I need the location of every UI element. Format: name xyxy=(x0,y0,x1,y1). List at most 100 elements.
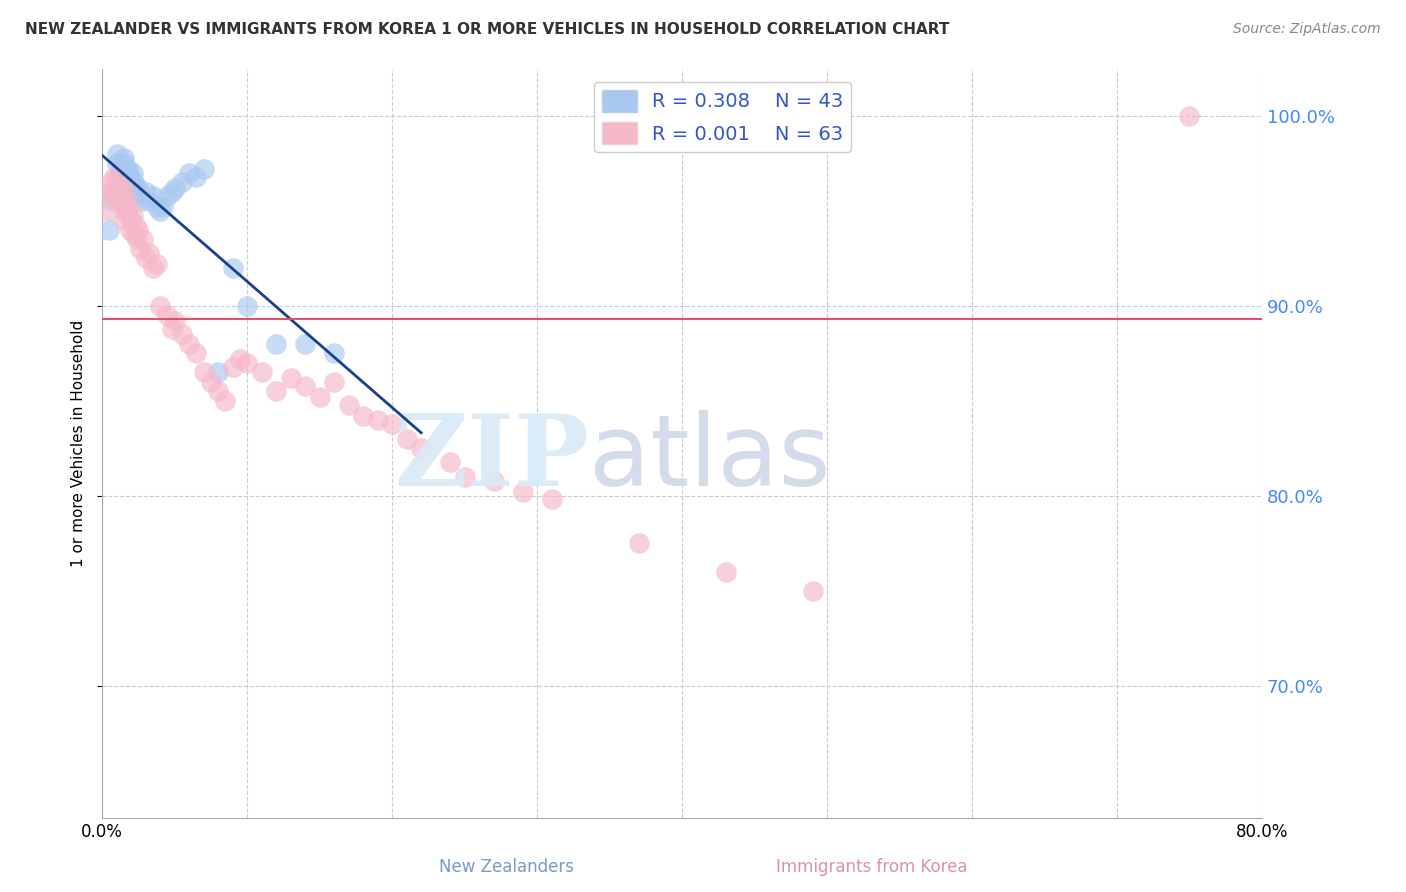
Point xyxy=(221,359,243,374)
Point xyxy=(453,469,475,483)
Point xyxy=(221,260,243,275)
Point xyxy=(146,200,169,214)
Point xyxy=(801,583,824,598)
Text: New Zealanders: New Zealanders xyxy=(439,858,574,876)
Point xyxy=(127,188,149,202)
Point xyxy=(129,242,152,256)
Point xyxy=(149,203,172,218)
Point xyxy=(105,156,128,170)
Point xyxy=(121,208,143,222)
Point xyxy=(367,413,389,427)
Point xyxy=(101,185,124,199)
Point xyxy=(112,151,135,165)
Point xyxy=(112,156,135,170)
Point xyxy=(135,252,157,266)
Point xyxy=(112,213,135,227)
Point xyxy=(127,223,149,237)
Point xyxy=(142,260,165,275)
Point xyxy=(146,257,169,271)
Point xyxy=(337,398,360,412)
Y-axis label: 1 or more Vehicles in Household: 1 or more Vehicles in Household xyxy=(72,320,86,567)
Point xyxy=(264,336,287,351)
Text: atlas: atlas xyxy=(589,410,831,507)
Point xyxy=(186,169,208,184)
Point xyxy=(439,454,461,468)
Point xyxy=(98,203,121,218)
Point xyxy=(111,162,134,177)
Point xyxy=(125,232,148,246)
Point xyxy=(105,188,128,202)
Point xyxy=(264,384,287,399)
Point xyxy=(163,181,186,195)
Point xyxy=(115,169,138,184)
Point xyxy=(207,365,229,379)
Point xyxy=(111,181,134,195)
Point xyxy=(100,176,122,190)
Text: Immigrants from Korea: Immigrants from Korea xyxy=(776,858,967,876)
Point xyxy=(193,365,215,379)
Point xyxy=(482,474,505,488)
Point xyxy=(132,232,155,246)
Point xyxy=(250,365,273,379)
Point xyxy=(236,299,259,313)
Point xyxy=(96,185,118,199)
Point xyxy=(114,203,136,218)
Point xyxy=(411,442,433,456)
Point xyxy=(117,208,139,222)
Point xyxy=(117,166,139,180)
Point xyxy=(179,336,201,351)
Point xyxy=(170,176,193,190)
Point xyxy=(124,219,146,233)
Point xyxy=(163,314,186,328)
Text: ZIP: ZIP xyxy=(395,410,589,507)
Point xyxy=(323,375,346,389)
Point xyxy=(214,393,236,408)
Point xyxy=(110,169,132,184)
Point xyxy=(152,200,174,214)
Point xyxy=(122,227,145,241)
Point xyxy=(118,169,141,184)
Point xyxy=(160,185,183,199)
Point xyxy=(103,185,125,199)
Point xyxy=(323,346,346,360)
Point xyxy=(118,223,141,237)
Point xyxy=(117,200,139,214)
Point xyxy=(105,147,128,161)
Point xyxy=(135,185,157,199)
Point xyxy=(138,194,160,209)
Point xyxy=(105,176,128,190)
Point xyxy=(714,565,737,579)
Point xyxy=(193,162,215,177)
Point xyxy=(149,299,172,313)
Point xyxy=(156,309,179,323)
Point xyxy=(121,166,143,180)
Point xyxy=(122,185,145,199)
Point xyxy=(236,356,259,370)
Point xyxy=(170,327,193,342)
Point xyxy=(156,188,179,202)
Point xyxy=(124,181,146,195)
Point xyxy=(142,188,165,202)
Point xyxy=(207,384,229,399)
Point xyxy=(125,185,148,199)
Point xyxy=(127,181,149,195)
Point xyxy=(627,536,650,550)
Point xyxy=(352,409,374,423)
Point xyxy=(110,185,132,199)
Point xyxy=(120,213,142,227)
Point xyxy=(108,166,131,180)
Point xyxy=(103,169,125,184)
Point xyxy=(98,223,121,237)
Text: NEW ZEALANDER VS IMMIGRANTS FROM KOREA 1 OR MORE VEHICLES IN HOUSEHOLD CORRELATI: NEW ZEALANDER VS IMMIGRANTS FROM KOREA 1… xyxy=(25,22,949,37)
Point xyxy=(117,162,139,177)
Point xyxy=(540,492,562,507)
Point xyxy=(160,321,183,335)
Point xyxy=(200,375,222,389)
Point xyxy=(108,194,131,209)
Point xyxy=(129,194,152,209)
Legend: R = 0.308    N = 43, R = 0.001    N = 63: R = 0.308 N = 43, R = 0.001 N = 63 xyxy=(593,82,851,153)
Point xyxy=(101,194,124,209)
Point xyxy=(280,371,302,385)
Text: Source: ZipAtlas.com: Source: ZipAtlas.com xyxy=(1233,22,1381,37)
Point xyxy=(186,346,208,360)
